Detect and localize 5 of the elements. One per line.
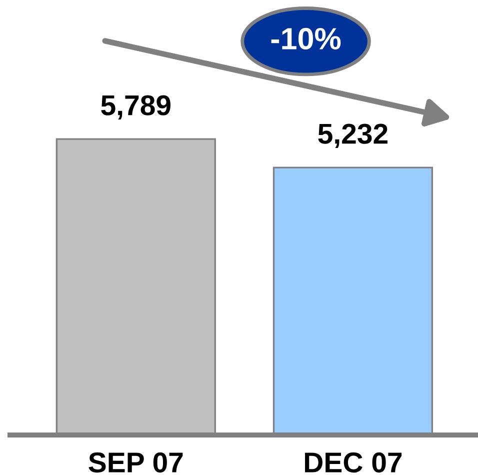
data-label: 5,232 bbox=[318, 124, 388, 148]
x-tick-label: SEP 07 bbox=[88, 452, 183, 473]
x-tick-label: DEC 07 bbox=[305, 452, 402, 473]
data-label: 5,789 bbox=[101, 95, 170, 120]
text: -10% bbox=[271, 28, 341, 50]
